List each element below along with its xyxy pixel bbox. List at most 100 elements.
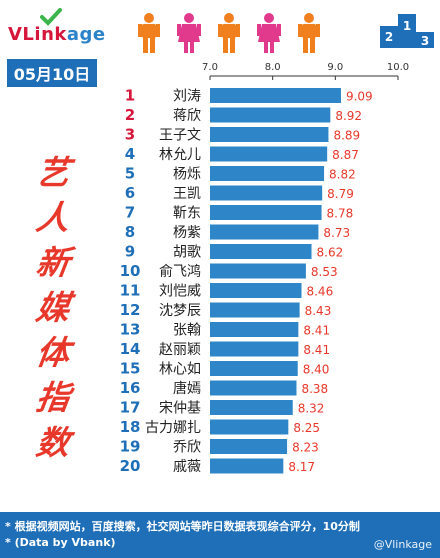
value-label: 8.38 <box>301 382 328 396</box>
rank-number: 18 <box>120 418 141 436</box>
rank-number: 20 <box>120 457 141 475</box>
x-tick-label: 10.0 <box>387 62 409 73</box>
male-figure-icon <box>138 13 160 53</box>
x-tick-label: 7.0 <box>202 62 218 73</box>
category-label: 宋仲基 <box>159 400 201 417</box>
value-label: 8.40 <box>303 363 330 377</box>
category-label: 靳东 <box>173 206 201 222</box>
male-figure-icon <box>298 13 320 53</box>
category-label: 林允儿 <box>159 147 201 163</box>
bar <box>210 419 289 435</box>
value-label: 8.78 <box>327 207 354 221</box>
people-pictograms-icon <box>138 13 320 53</box>
rank-number: 11 <box>120 282 141 300</box>
category-label: 赵丽颖 <box>159 342 201 358</box>
rank-number: 15 <box>120 360 141 378</box>
rank-number: 4 <box>125 145 135 163</box>
value-label: 8.92 <box>335 109 362 123</box>
rank-number: 19 <box>120 438 141 456</box>
male-figure-icon <box>218 13 240 53</box>
category-label: 戚薇 <box>173 459 201 475</box>
x-tick-label: 9.0 <box>327 62 343 73</box>
female-figure-icon <box>177 13 201 53</box>
bar <box>210 361 298 376</box>
value-label: 8.17 <box>288 460 315 474</box>
category-label: 蒋欣 <box>173 108 201 124</box>
svg-text:3: 3 <box>421 34 429 48</box>
category-label: 杨烁 <box>173 167 201 183</box>
bar <box>210 400 293 415</box>
category-label: 张翰 <box>173 323 201 339</box>
bar <box>210 127 329 142</box>
bar <box>210 185 323 201</box>
category-label: 胡歌 <box>173 245 201 261</box>
value-label: 8.89 <box>333 129 360 143</box>
category-label: 林心如 <box>159 362 201 378</box>
value-label: 8.25 <box>293 421 320 435</box>
footer-note-source: * (Data by Vbank) <box>5 536 116 549</box>
value-label: 8.43 <box>305 304 332 318</box>
rank-number: 6 <box>125 184 135 202</box>
category-label: 乔欣 <box>173 440 201 456</box>
rank-number: 3 <box>125 126 135 144</box>
value-label: 8.87 <box>332 148 359 162</box>
rank-number: 5 <box>125 165 135 183</box>
value-label: 8.41 <box>303 343 330 357</box>
x-tick-label: 8.0 <box>265 62 281 73</box>
bar <box>210 224 319 240</box>
bar <box>210 88 341 103</box>
rank-number: 8 <box>125 223 135 241</box>
category-label: 古力娜扎 <box>145 420 201 436</box>
rank-number: 1 <box>125 87 135 105</box>
date-badge: 05月10日 <box>7 59 97 87</box>
bar <box>210 439 288 454</box>
value-label: 8.32 <box>298 402 325 416</box>
rank-number: 12 <box>120 301 141 319</box>
category-label: 王凯 <box>173 186 201 202</box>
value-label: 8.79 <box>327 187 354 201</box>
bar <box>210 263 306 279</box>
rank-number: 14 <box>120 340 141 358</box>
rank-number: 2 <box>125 106 135 124</box>
value-label: 8.53 <box>311 265 338 279</box>
footer-note-method: * 根据视频网站，百度搜索，社交网站等昨日数据表现综合评分，10分制 <box>5 520 360 533</box>
category-label: 俞飞鸿 <box>159 263 201 280</box>
value-label: 8.82 <box>329 168 356 182</box>
value-label: 9.09 <box>346 90 373 104</box>
value-label: 8.23 <box>292 441 319 455</box>
bar <box>210 283 302 298</box>
bar <box>210 205 322 220</box>
bar <box>210 341 299 357</box>
logo-text: VLinkage <box>8 24 106 45</box>
rank-number: 13 <box>120 321 141 339</box>
bar <box>210 322 299 337</box>
bar <box>210 458 284 474</box>
svg-text:1: 1 <box>403 19 411 33</box>
value-label: 8.46 <box>306 285 333 299</box>
ranking-bar-chart: 7.0 8.0 9.0 10.0 1 刘涛 9.09 2 蒋欣 8.92 3 王子文 8.89 4 林允儿 8… <box>120 62 410 475</box>
watermark: @Vlinkage <box>373 538 432 551</box>
bar <box>210 146 328 162</box>
female-figure-icon <box>257 13 281 53</box>
bar <box>210 244 312 259</box>
podium-icon: 2 1 3 <box>380 14 434 48</box>
category-label: 唐嫣 <box>173 380 201 397</box>
category-label: 杨紫 <box>173 225 201 241</box>
value-label: 8.41 <box>303 324 330 338</box>
date-label: 05月10日 <box>13 65 91 84</box>
bar <box>210 380 297 396</box>
rank-number: 17 <box>120 399 141 417</box>
bar <box>210 166 325 181</box>
category-label: 王子文 <box>159 128 201 144</box>
bar <box>210 107 331 123</box>
footer: * 根据视频网站，百度搜索，社交网站等昨日数据表现综合评分，10分制 * (Da… <box>0 512 440 558</box>
category-label: 刘恺威 <box>159 284 201 300</box>
bar <box>210 302 300 318</box>
logo-check-icon <box>40 8 62 26</box>
category-label: 沈梦辰 <box>159 303 201 319</box>
rank-number: 9 <box>125 243 135 261</box>
rank-number: 10 <box>120 262 141 280</box>
value-label: 8.62 <box>317 246 344 260</box>
value-label: 8.73 <box>323 226 350 240</box>
svg-text:2: 2 <box>385 30 393 44</box>
